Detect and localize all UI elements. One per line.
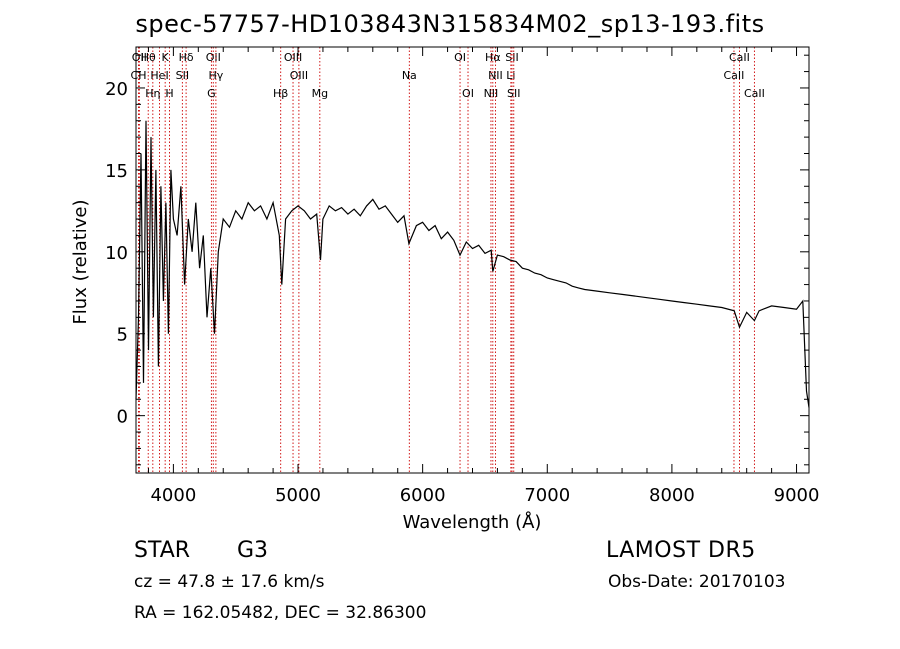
y-tick-label: 0 [117,407,128,428]
x-tick-label: 8000 [649,485,695,506]
marker-label: Hδ [179,51,194,64]
marker-label: SII [507,87,520,100]
x-axis-label: Wavelength (Å) [403,511,542,533]
x-tick-label: 4000 [150,485,196,506]
marker-label: CH [131,69,147,82]
marker-label: OI [454,51,466,64]
coordinates: RA = 162.05482, DEC = 32.86300 [134,603,427,623]
marker-label: Hγ [208,69,223,82]
redshift-velocity: cz = 47.8 ± 17.6 km/s [134,572,325,592]
marker-label: H [165,87,173,100]
x-tick-label: 9000 [774,485,820,506]
marker-label: SII [505,51,518,64]
marker-label: OII [206,51,221,64]
x-tick-label: 7000 [524,485,570,506]
y-axis-label: Flux (relative) [70,199,91,324]
marker-label: G [207,87,216,100]
y-axis: 0 5 10 15 20 [105,54,809,466]
plot-frame [135,46,810,474]
marker-label: Na [402,69,417,82]
marker-label: SII [176,69,189,82]
marker-label: Mg [312,87,328,100]
spectrum-line [135,120,810,408]
marker-label: Hη [145,87,160,100]
x-tick-label: 5000 [275,485,321,506]
marker-label: Hθ [141,51,156,64]
spectrum-series [135,120,810,408]
marker-label: OI [462,87,474,100]
marker-label: OIII [290,69,308,82]
marker-label: Li [506,69,515,82]
marker-label: HeI [150,69,168,82]
spectral-subclass: G3 [237,538,269,563]
survey-name: LAMOST DR5 [606,538,756,563]
chart-title: spec-57757-HD103843N315834M02_sp13-193.f… [135,10,765,38]
y-tick-label: 5 [117,325,128,346]
marker-label: CaII [744,87,765,100]
marker-label: NII [484,87,499,100]
marker-label: NII [488,69,503,82]
marker-label: Hα [485,51,501,64]
object-type: STAR [134,538,191,563]
marker-label: Hβ [273,87,288,100]
marker-label: OII [132,51,147,64]
x-axis: 4000 5000 6000 7000 8000 9000 [147,47,820,506]
marker-label: OIII [284,51,302,64]
y-tick-label: 20 [105,79,128,100]
x-tick-label: 6000 [400,485,446,506]
y-tick-label: 15 [105,161,128,182]
observation-date: Obs-Date: 20170103 [608,572,786,592]
marker-label: CaII [729,51,750,64]
y-tick-label: 10 [105,243,128,264]
marker-label: CaII [724,69,745,82]
marker-label: K [162,51,170,64]
